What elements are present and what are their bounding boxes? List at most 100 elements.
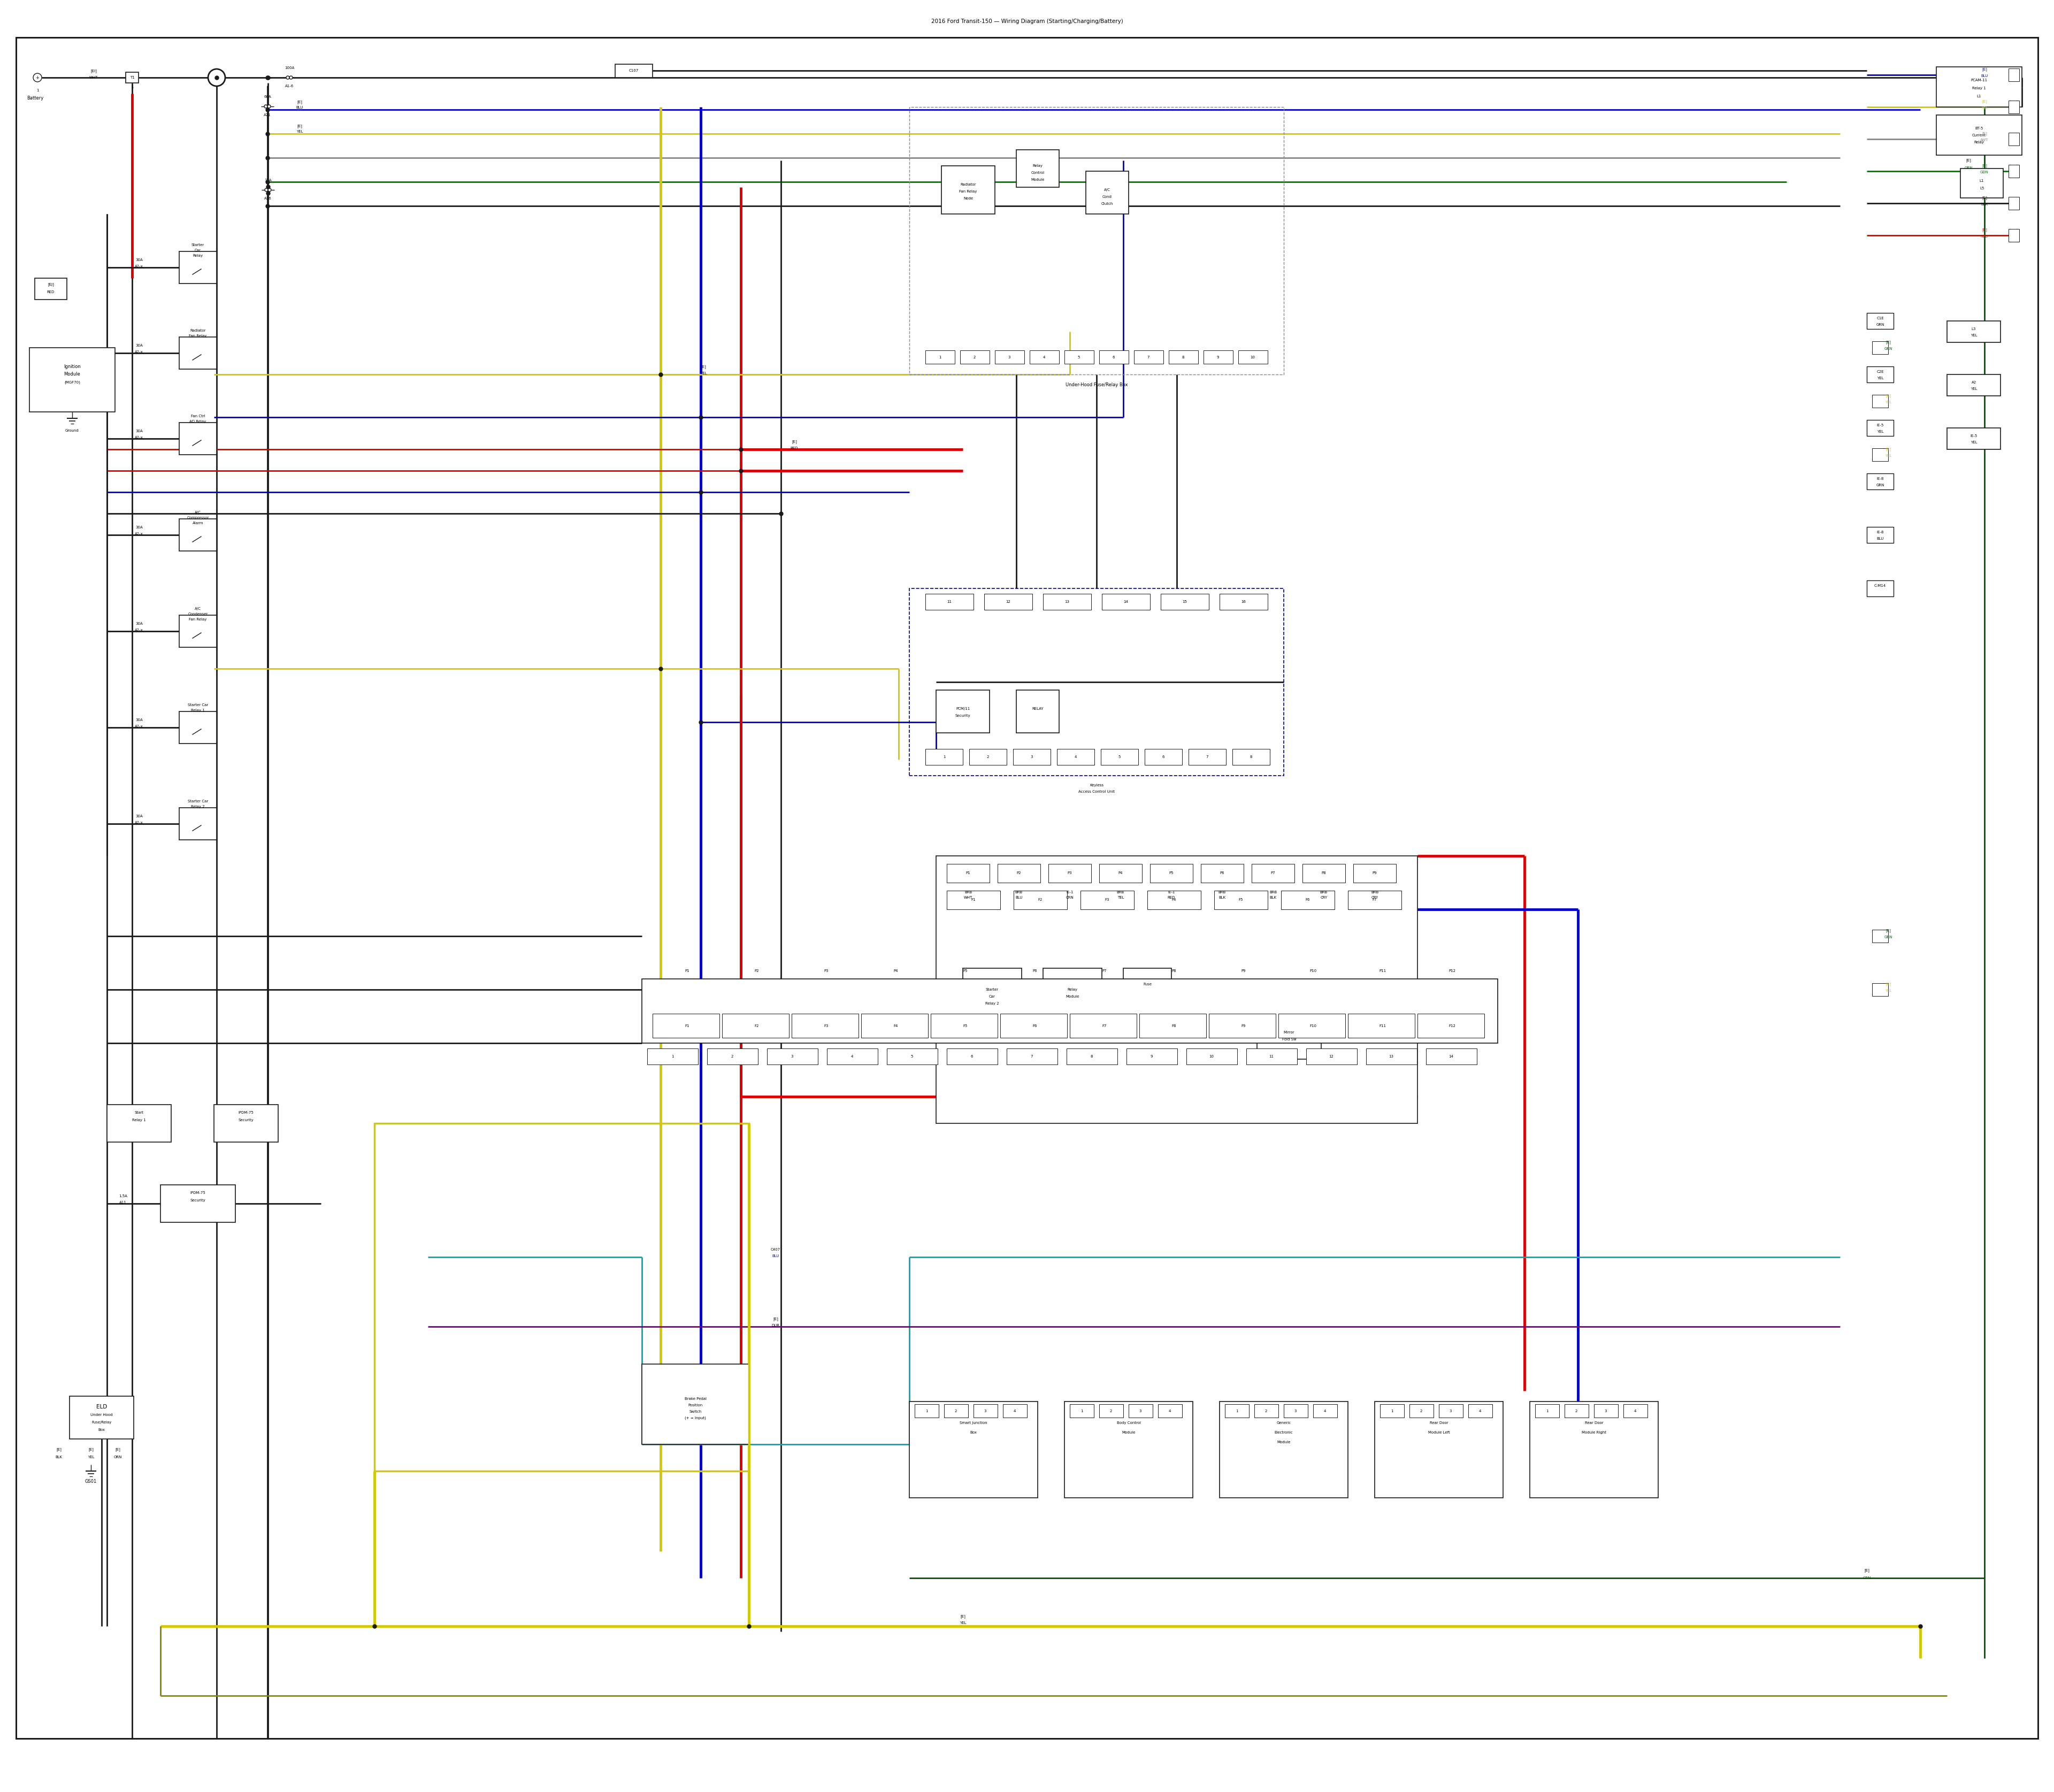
Text: P2: P2 [1017,871,1021,874]
Bar [1144,749,1183,765]
Circle shape [267,106,271,108]
Text: Fan Ctrl: Fan Ctrl [191,414,205,418]
Text: RED: RED [47,290,55,294]
Bar [1224,1405,1249,1417]
Text: T1: T1 [129,75,134,79]
Text: 30A: 30A [136,344,142,348]
Text: 7: 7 [1148,357,1150,358]
Text: Module Right: Module Right [1582,1432,1606,1434]
Text: F9: F9 [1241,1025,1247,1027]
Text: A/C: A/C [195,511,201,514]
Bar [1239,351,1267,364]
Text: RED: RED [1980,235,1988,238]
Bar [29,348,115,412]
Text: F8: F8 [1173,1025,1177,1027]
Text: A2-x: A2-x [136,351,144,353]
Text: Box: Box [969,1432,978,1434]
Text: 4: 4 [1323,1410,1327,1412]
Text: Mirror: Mirror [1284,1030,1294,1034]
Text: GRN: GRN [1964,167,1972,170]
Text: Fan Relay: Fan Relay [189,335,207,337]
Bar [963,968,1021,1016]
Text: Control: Control [1031,172,1043,174]
Bar [1017,151,1060,186]
Text: 1: 1 [1080,1410,1082,1412]
Text: 5: 5 [1117,754,1121,758]
Text: BLK: BLK [1980,202,1988,206]
Bar [1947,375,2001,396]
Text: 14: 14 [1448,1055,1454,1057]
Bar [1867,527,1894,543]
Bar [926,351,955,364]
Bar [2009,165,2019,177]
Bar [1347,1014,1415,1038]
Bar [937,690,990,733]
Text: 3: 3 [791,1055,793,1057]
Bar [959,351,990,364]
Text: BLU: BLU [772,1254,778,1258]
Text: P1: P1 [686,969,690,973]
Text: P8: P8 [1171,969,1177,973]
Text: GRN: GRN [1875,323,1884,326]
Text: P1: P1 [965,871,969,874]
Text: Electronic: Electronic [1273,1432,1294,1434]
Text: Condenser: Condenser [187,613,207,616]
Text: 30A: 30A [136,525,142,529]
Text: GRN: GRN [1863,1577,1871,1579]
Bar [1284,1405,1308,1417]
Circle shape [267,188,271,192]
Text: AWT: AWT [1980,138,1988,142]
Bar [1064,351,1095,364]
Text: 2: 2 [955,1410,957,1412]
Text: P12: P12 [1448,969,1456,973]
Text: Cond: Cond [1103,195,1111,199]
Text: 9: 9 [1216,357,1220,358]
Bar [1029,351,1060,364]
Text: Fan Relay: Fan Relay [959,190,978,194]
Text: 8: 8 [1091,1055,1093,1057]
Text: Starter Car: Starter Car [187,799,207,803]
Bar [179,423,216,455]
Bar [1202,864,1243,883]
Text: Rear Door: Rear Door [1586,1421,1604,1425]
Text: Start: Start [134,1111,144,1115]
Text: Security: Security [191,1199,205,1202]
Text: BRB: BRB [963,891,972,894]
Bar [1623,1405,1647,1417]
Bar [2009,68,2019,81]
Text: 2: 2 [1265,1410,1267,1412]
Bar [374,1124,750,1471]
Text: F11: F11 [1378,1025,1386,1027]
Bar [1134,351,1163,364]
Text: [E]: [E] [115,1448,121,1452]
Text: [E]: [E] [298,124,302,127]
Text: F4: F4 [1173,898,1177,901]
Bar [1409,1405,1434,1417]
Bar [160,1185,236,1222]
Text: [E]: [E] [959,1615,965,1618]
Text: L1: L1 [1980,179,1984,183]
Text: L1: L1 [1976,95,1982,99]
Text: 6: 6 [1113,357,1115,358]
Text: [E]: [E] [772,1317,778,1321]
Bar [1366,1048,1417,1064]
Text: Relay 2: Relay 2 [191,805,205,808]
Text: 15: 15 [1183,600,1187,604]
Text: CRY: CRY [1321,896,1327,900]
Bar [2009,229,2019,242]
Bar [1867,419,1894,435]
Text: Alarm: Alarm [193,521,203,525]
Bar [1469,1405,1493,1417]
Bar [125,72,138,82]
Text: Module: Module [1031,177,1045,181]
Text: [E]: [E] [1886,448,1892,452]
Bar [1043,968,1101,1016]
Circle shape [207,70,226,86]
Bar [1064,1401,1193,1498]
Text: Generic: Generic [1276,1421,1292,1425]
Bar [910,588,1284,776]
Text: YEL: YEL [1877,376,1884,380]
Text: 3: 3 [1140,1410,1142,1412]
Text: A2-x: A2-x [136,724,144,728]
Bar [2009,197,2019,210]
